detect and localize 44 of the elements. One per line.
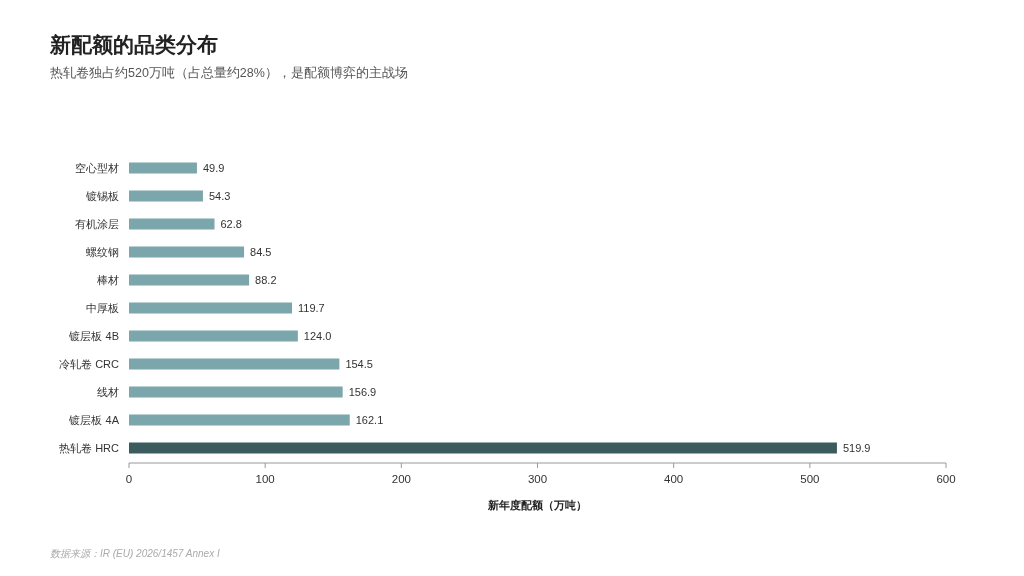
x-tick-label: 500 <box>800 473 820 485</box>
x-tick-label: 400 <box>664 473 684 485</box>
bar <box>129 190 203 202</box>
y-tick-label: 螺纹钢 <box>86 246 119 258</box>
source-note: 数据来源：IR (EU) 2026/1457 Annex I <box>50 548 220 559</box>
bar <box>129 386 343 398</box>
y-tick-label: 镀层板 4B <box>68 330 119 342</box>
data-label: 54.3 <box>208 190 231 202</box>
bar <box>129 274 250 286</box>
y-tick-label: 空心型材 <box>75 162 119 174</box>
y-tick-label: 镀层板 4A <box>68 414 120 426</box>
data-label: 119.7 <box>297 302 325 314</box>
data-label: 519.9 <box>842 442 871 454</box>
data-label: 162.1 <box>355 414 384 426</box>
x-tick-label: 200 <box>391 473 411 485</box>
bar <box>129 414 350 426</box>
y-tick-label: 有机涂层 <box>75 218 119 230</box>
x-tick-label: 300 <box>527 473 548 485</box>
data-label: 156.9 <box>348 386 377 398</box>
bar <box>129 218 215 230</box>
bar <box>129 442 837 454</box>
bar <box>129 330 298 342</box>
y-tick-label: 冷轧卷 CRC <box>59 358 120 370</box>
data-label: 88.2 <box>255 274 277 286</box>
y-tick-label: 中厚板 <box>86 302 119 314</box>
chart-title: 新配额的品类分布 <box>49 33 218 56</box>
y-tick-label: 热轧卷 HRC <box>59 442 120 454</box>
x-tick-label: 0 <box>125 473 133 485</box>
x-axis-title: 新年度配额（万吨） <box>487 499 587 512</box>
y-tick-label: 棒材 <box>97 274 119 286</box>
data-label: 124.0 <box>303 330 332 342</box>
data-label: 154.5 <box>345 358 373 370</box>
y-tick-label: 线材 <box>97 386 119 398</box>
bar <box>129 246 245 258</box>
data-label: 49.9 <box>202 162 225 174</box>
x-tick-label: 600 <box>936 473 956 485</box>
data-label: 84.5 <box>250 246 272 258</box>
x-tick-label: 100 <box>255 473 275 485</box>
chart-subtitle: 热轧卷独占约520万吨（占总量约28%），是配额博弈的主战场 <box>50 65 408 80</box>
bar <box>129 358 340 370</box>
y-tick-label: 镀锡板 <box>85 190 119 202</box>
bar <box>129 162 197 174</box>
data-label: 62.8 <box>220 218 242 230</box>
bar <box>129 302 292 314</box>
